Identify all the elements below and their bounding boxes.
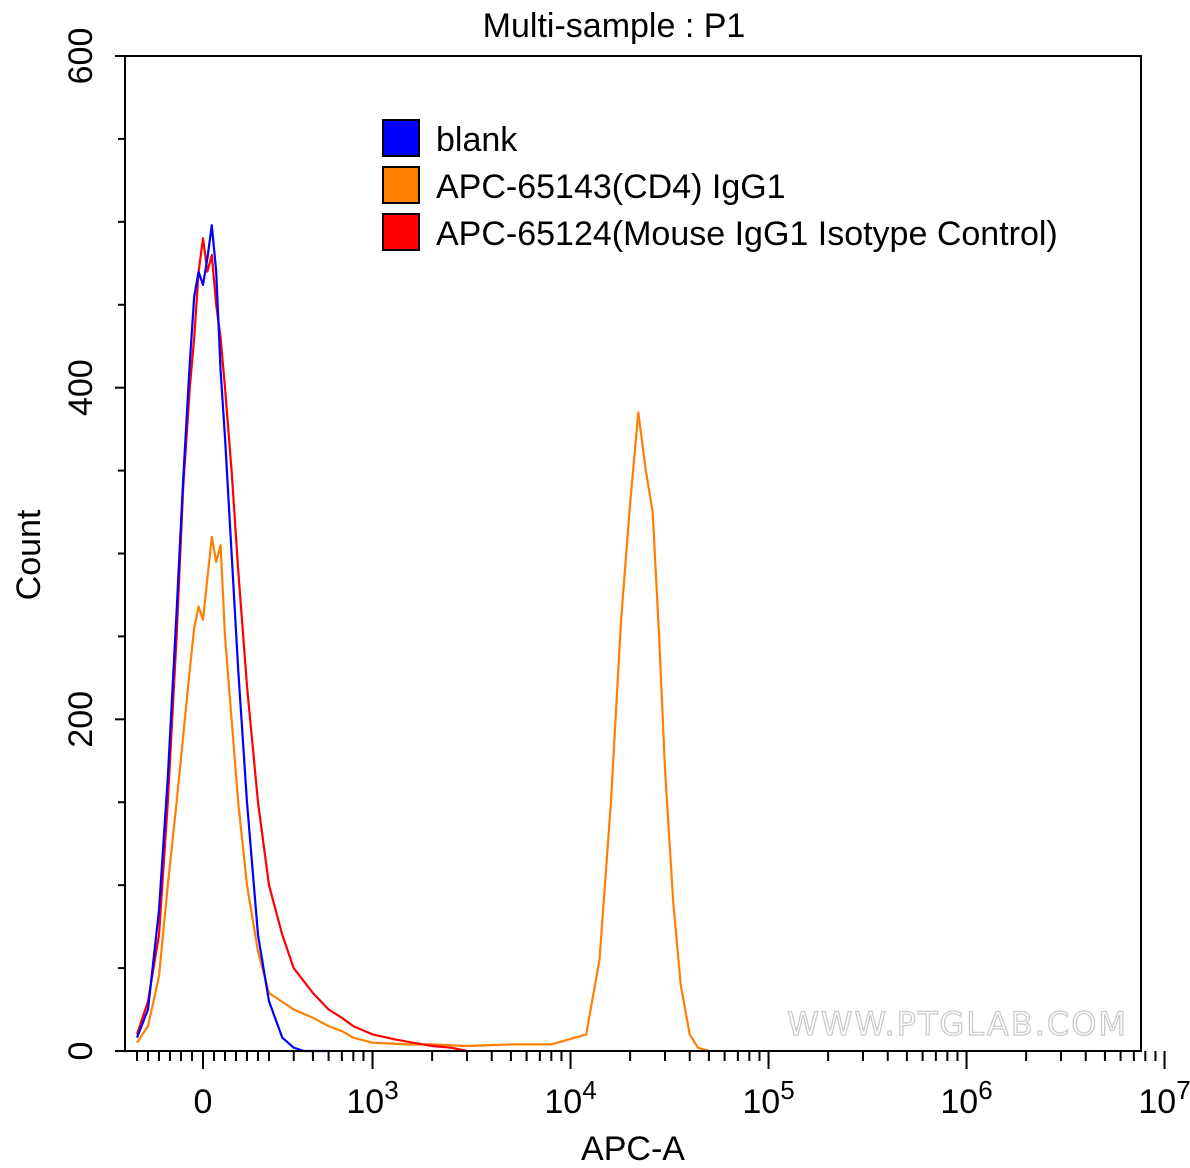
legend-label: APC-65124(Mouse IgG1 Isotype Control) bbox=[436, 215, 1058, 253]
series-line-2 bbox=[136, 411, 710, 1053]
y-tick-label: 0 bbox=[62, 1042, 100, 1061]
series-line-1 bbox=[135, 224, 329, 1053]
series-line-3 bbox=[135, 237, 468, 1053]
y-axis-title: Count bbox=[10, 509, 48, 600]
x-tick-label: 104 bbox=[544, 1075, 596, 1121]
legend-label: blank bbox=[436, 121, 518, 159]
legend-swatch bbox=[382, 166, 420, 204]
x-axis-title: APC-A bbox=[581, 1130, 685, 1168]
x-tick-label: 107 bbox=[1138, 1075, 1190, 1121]
legend-swatch bbox=[382, 213, 420, 251]
legend-label: APC-65143(CD4) IgG1 bbox=[436, 168, 786, 206]
legend: blank APC-65143(CD4) IgG1 APC-65124(Mouse … bbox=[382, 119, 1058, 253]
legend-swatch bbox=[382, 119, 420, 157]
x-tick-label: 0 bbox=[194, 1083, 213, 1121]
x-tick-label: 103 bbox=[346, 1075, 398, 1121]
chart-title: Multi-sample : P1 bbox=[483, 7, 746, 45]
x-axis: 0 103 104 105 106 107 bbox=[136, 1051, 1190, 1121]
watermark: WWW.PTGLAB.COM bbox=[787, 1005, 1128, 1043]
y-tick-label: 400 bbox=[62, 359, 100, 416]
x-tick-label: 105 bbox=[742, 1075, 794, 1121]
x-tick-label: 106 bbox=[940, 1075, 992, 1121]
y-tick-label: 600 bbox=[62, 28, 100, 85]
y-axis: 0 200 400 600 bbox=[62, 28, 125, 1061]
series-layer bbox=[135, 224, 710, 1053]
y-tick-label: 200 bbox=[62, 691, 100, 748]
